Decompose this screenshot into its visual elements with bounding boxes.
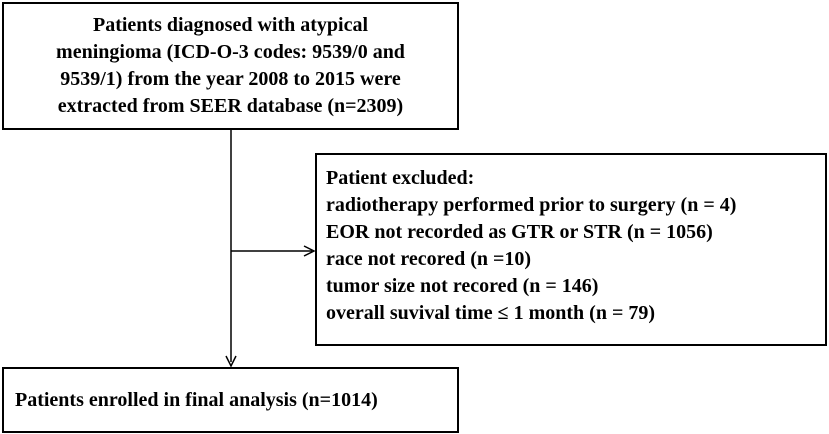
exclusion-box: Patient excluded: radiotherapy performed…: [315, 153, 827, 346]
exclusion-item-tumor-size: tumor size not recored (n = 146): [326, 275, 599, 297]
source-line-1: Patients diagnosed with atypical: [92, 14, 369, 36]
source-line-4: extracted from SEER database (n=2309): [57, 95, 404, 117]
arrowhead-right: [303, 245, 316, 257]
exclusion-item-survival: overall suvival time ≤ 1 month (n = 79): [326, 302, 656, 324]
exclusion-item-race: race not recored (n =10): [326, 248, 532, 270]
exclusion-item-radiotherapy: radiotherapy performed prior to surgery …: [326, 194, 737, 216]
arrowhead-down: [225, 355, 237, 368]
source-line-2: meningioma (ICD-O-3 codes: 9539/0 and: [56, 41, 405, 63]
final-analysis-text: Patients enrolled in final analysis (n=1…: [15, 388, 378, 411]
exclusion-item-eor: EOR not recorded as GTR or STR (n = 1056…: [326, 221, 713, 243]
source-population-box: Patients diagnosed with atypical meningi…: [2, 2, 459, 130]
exclusion-heading: Patient excluded:: [326, 167, 475, 189]
final-analysis-box: Patients enrolled in final analysis (n=1…: [2, 367, 459, 433]
source-line-3: 9539/1) from the year 2008 to 2015 were: [60, 68, 401, 90]
